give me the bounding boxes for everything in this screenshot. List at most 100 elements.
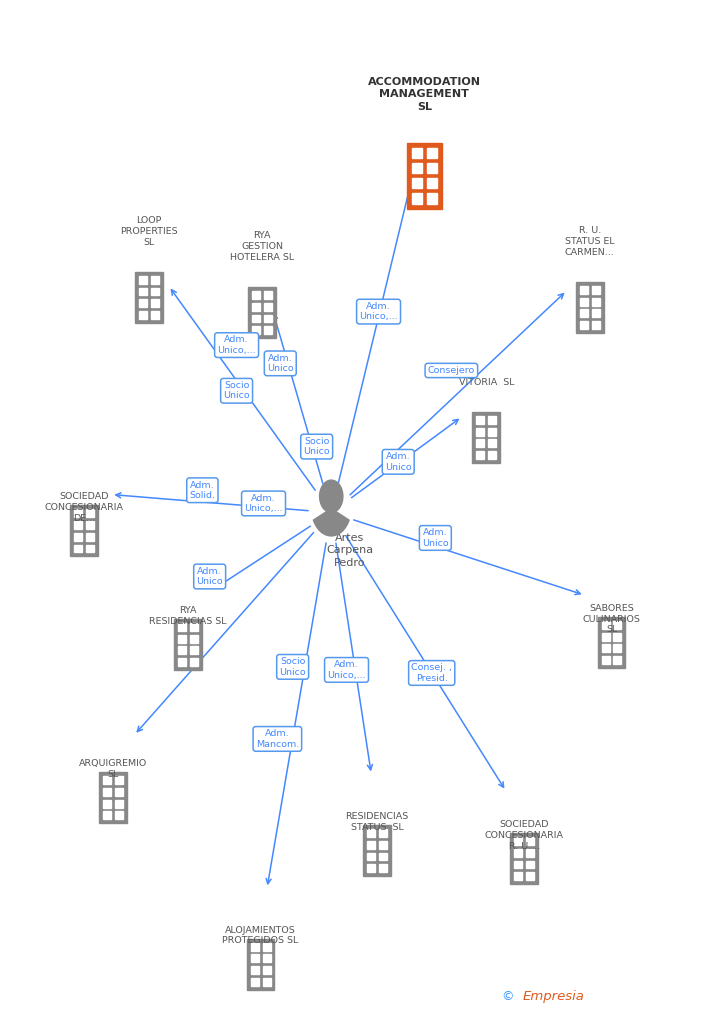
FancyBboxPatch shape (139, 311, 147, 319)
FancyBboxPatch shape (488, 451, 496, 459)
Wedge shape (314, 509, 349, 536)
FancyBboxPatch shape (488, 427, 496, 435)
FancyBboxPatch shape (598, 617, 625, 668)
FancyBboxPatch shape (427, 179, 437, 189)
FancyBboxPatch shape (367, 864, 375, 872)
Text: Adm.
Mancom.: Adm. Mancom. (256, 729, 299, 749)
FancyBboxPatch shape (379, 829, 387, 837)
FancyBboxPatch shape (514, 849, 522, 857)
Text: RESIDENCIAS
STATUS  SL: RESIDENCIAS STATUS SL (346, 812, 408, 831)
FancyBboxPatch shape (601, 656, 609, 664)
FancyBboxPatch shape (263, 954, 271, 962)
FancyBboxPatch shape (115, 788, 123, 796)
Text: ©: © (502, 990, 519, 1003)
FancyBboxPatch shape (178, 623, 186, 631)
FancyBboxPatch shape (476, 427, 484, 435)
FancyBboxPatch shape (252, 291, 260, 299)
FancyBboxPatch shape (250, 966, 258, 974)
FancyBboxPatch shape (252, 315, 260, 323)
FancyBboxPatch shape (412, 163, 422, 174)
Text: R. U.
STATUS EL
CARMEN...: R. U. STATUS EL CARMEN... (565, 226, 614, 257)
FancyBboxPatch shape (250, 943, 258, 951)
Text: Socio
Unico: Socio Unico (280, 657, 306, 677)
Text: Adm.
Unico,...: Adm. Unico,... (359, 301, 398, 322)
FancyBboxPatch shape (139, 299, 147, 308)
FancyBboxPatch shape (427, 148, 437, 158)
Text: Empresia: Empresia (523, 990, 585, 1003)
FancyBboxPatch shape (379, 840, 387, 849)
FancyBboxPatch shape (264, 302, 272, 311)
FancyBboxPatch shape (488, 439, 496, 448)
FancyBboxPatch shape (115, 800, 123, 808)
FancyBboxPatch shape (86, 544, 94, 552)
FancyBboxPatch shape (363, 825, 391, 876)
Text: LOOP
PROPERTIES
SL: LOOP PROPERTIES SL (120, 216, 178, 247)
FancyBboxPatch shape (86, 521, 94, 529)
FancyBboxPatch shape (514, 872, 522, 880)
FancyBboxPatch shape (526, 849, 534, 857)
FancyBboxPatch shape (579, 297, 587, 306)
Text: Adm.
Unico: Adm. Unico (385, 452, 411, 472)
FancyBboxPatch shape (99, 772, 127, 823)
FancyBboxPatch shape (103, 811, 111, 819)
FancyBboxPatch shape (190, 647, 198, 655)
FancyBboxPatch shape (476, 416, 484, 424)
FancyBboxPatch shape (263, 943, 271, 951)
FancyBboxPatch shape (115, 811, 123, 819)
FancyBboxPatch shape (526, 872, 534, 880)
FancyBboxPatch shape (367, 829, 375, 837)
Text: SOCIEDAD
CONCESIONARIA
DE...: SOCIEDAD CONCESIONARIA DE... (44, 492, 123, 523)
FancyBboxPatch shape (263, 977, 271, 986)
FancyBboxPatch shape (250, 954, 258, 962)
Circle shape (320, 480, 343, 513)
FancyBboxPatch shape (526, 861, 534, 869)
FancyBboxPatch shape (190, 634, 198, 642)
FancyBboxPatch shape (74, 533, 82, 541)
Text: Consej. ,
Presid.: Consej. , Presid. (411, 663, 452, 683)
FancyBboxPatch shape (103, 776, 111, 785)
FancyBboxPatch shape (412, 148, 422, 158)
FancyBboxPatch shape (103, 788, 111, 796)
FancyBboxPatch shape (476, 451, 484, 459)
FancyBboxPatch shape (614, 645, 622, 653)
FancyBboxPatch shape (579, 310, 587, 318)
FancyBboxPatch shape (601, 632, 609, 640)
FancyBboxPatch shape (514, 837, 522, 845)
FancyBboxPatch shape (248, 287, 276, 338)
FancyBboxPatch shape (488, 416, 496, 424)
FancyBboxPatch shape (579, 286, 587, 294)
FancyBboxPatch shape (407, 143, 442, 209)
FancyBboxPatch shape (614, 621, 622, 629)
Text: Consejero: Consejero (428, 366, 475, 375)
Text: Adm.
Unico,...: Adm. Unico,... (217, 335, 256, 355)
FancyBboxPatch shape (178, 658, 186, 666)
FancyBboxPatch shape (178, 647, 186, 655)
FancyBboxPatch shape (427, 193, 437, 204)
FancyBboxPatch shape (367, 853, 375, 861)
Text: Adm.
Unico,...: Adm. Unico,... (327, 660, 366, 680)
Text: RYA
RESIDENCIAS SL: RYA RESIDENCIAS SL (149, 606, 226, 625)
FancyBboxPatch shape (264, 291, 272, 299)
FancyBboxPatch shape (151, 287, 159, 295)
FancyBboxPatch shape (263, 966, 271, 974)
Text: SOCIEDAD
CONCESIONARIA
R. U....: SOCIEDAD CONCESIONARIA R. U.... (485, 820, 563, 851)
FancyBboxPatch shape (135, 272, 163, 323)
FancyBboxPatch shape (412, 179, 422, 189)
FancyBboxPatch shape (139, 276, 147, 284)
FancyBboxPatch shape (614, 632, 622, 640)
Text: SABORES
CULINARIOS
SL: SABORES CULINARIOS SL (582, 604, 641, 634)
FancyBboxPatch shape (379, 864, 387, 872)
FancyBboxPatch shape (514, 861, 522, 869)
FancyBboxPatch shape (476, 439, 484, 448)
FancyBboxPatch shape (74, 521, 82, 529)
Text: Socio
Unico: Socio Unico (304, 436, 330, 457)
Text: ACCOMMODATION
MANAGEMENT
SL: ACCOMMODATION MANAGEMENT SL (368, 77, 481, 112)
Text: Artes
Carpena
Pedro: Artes Carpena Pedro (326, 533, 373, 567)
FancyBboxPatch shape (592, 286, 600, 294)
FancyBboxPatch shape (592, 321, 600, 329)
FancyBboxPatch shape (190, 658, 198, 666)
FancyBboxPatch shape (115, 776, 123, 785)
FancyBboxPatch shape (379, 853, 387, 861)
FancyBboxPatch shape (103, 800, 111, 808)
FancyBboxPatch shape (250, 977, 258, 986)
